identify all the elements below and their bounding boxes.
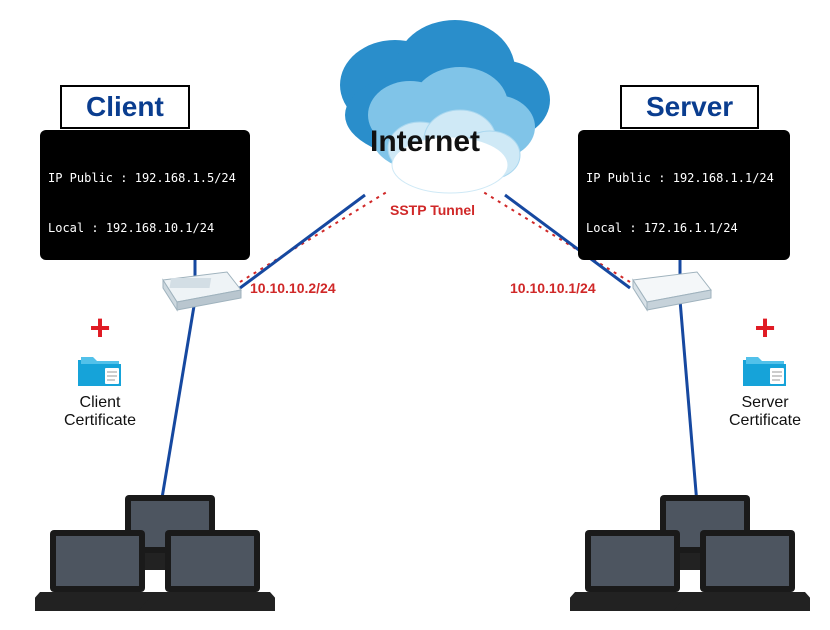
plus-icon: + [45, 310, 155, 346]
server-tunnel-ip: 10.10.10.1/24 [510, 280, 596, 296]
server-title: Server [646, 91, 733, 122]
client-ip-public-label: IP Public : [48, 171, 127, 185]
server-local: 172.16.1.1/24 [644, 221, 738, 235]
server-local-label: Local : [586, 221, 637, 235]
client-router-icon [155, 268, 245, 308]
plus-icon: + [710, 310, 820, 346]
internet-label: Internet [370, 125, 480, 159]
client-cert-label: Client Certificate [45, 394, 155, 430]
client-laptops [35, 490, 255, 600]
server-info-box: IP Public : 192.168.1.1/24 Local : 172.1… [578, 130, 790, 260]
client-ip-public: 192.168.1.5/24 [135, 171, 236, 185]
tunnel-label: SSTP Tunnel [390, 202, 475, 218]
client-local-label: Local : [48, 221, 99, 235]
server-router-icon [625, 268, 715, 308]
client-info-box: IP Public : 192.168.1.5/24 Local : 192.1… [40, 130, 250, 260]
client-cert-group: + Client Certificate [45, 310, 155, 430]
folder-icon [740, 350, 790, 390]
client-local: 192.168.10.1/24 [106, 221, 214, 235]
server-cert-label: Server Certificate [710, 394, 820, 430]
server-title-box: Server [620, 85, 759, 129]
server-laptops [570, 490, 790, 600]
server-ip-public-label: IP Public : [586, 171, 665, 185]
internet-cloud [300, 10, 570, 205]
server-cert-group: + Server Certificate [710, 310, 820, 430]
client-title: Client [86, 91, 164, 122]
client-tunnel-ip: 10.10.10.2/24 [250, 280, 336, 296]
folder-icon [75, 350, 125, 390]
client-title-box: Client [60, 85, 190, 129]
server-ip-public: 192.168.1.1/24 [673, 171, 774, 185]
